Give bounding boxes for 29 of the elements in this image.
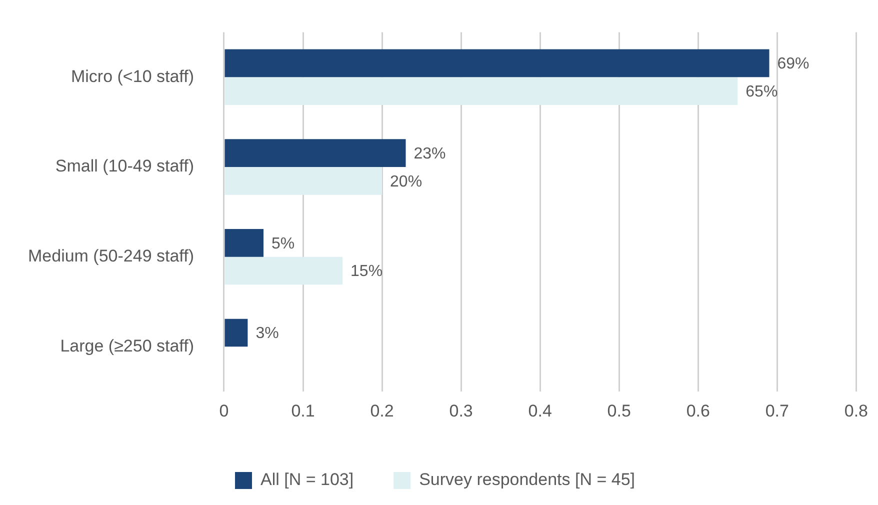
- legend-label: Survey respondents [N = 45]: [419, 470, 636, 490]
- data-label: 23%: [414, 145, 446, 162]
- data-label: 20%: [390, 173, 422, 190]
- bar: [224, 77, 738, 105]
- y-tick-label: Medium (50-249 staff): [28, 246, 194, 266]
- x-tick-label: 0: [219, 401, 229, 420]
- x-tick-label: 0.1: [291, 401, 315, 420]
- data-label: 15%: [350, 263, 383, 280]
- x-tick-label: 0.3: [449, 401, 473, 420]
- x-tick-label: 0.7: [765, 401, 789, 420]
- bar: [224, 49, 770, 78]
- y-tick-label: Micro (<10 staff): [71, 66, 194, 86]
- x-tick-label: 0.5: [607, 401, 631, 420]
- bar: [224, 256, 343, 285]
- data-label: 5%: [271, 235, 295, 252]
- data-label: 69%: [777, 56, 810, 73]
- x-tick-label: 0.2: [370, 401, 394, 420]
- x-tick-label: 0.8: [844, 401, 868, 420]
- bar: [224, 228, 264, 257]
- bar: [224, 166, 382, 195]
- y-tick-label: Small (10-49 staff): [55, 156, 194, 176]
- x-tick-label: 0.6: [686, 401, 710, 420]
- y-tick-label: Large (≥250 staff): [60, 336, 194, 356]
- bar: [224, 318, 248, 347]
- data-label: 65%: [746, 83, 778, 100]
- x-tick-label: 0.4: [528, 401, 552, 420]
- legend-label: All [N = 103]: [260, 470, 354, 490]
- bar: [224, 139, 406, 167]
- data-label: 3%: [256, 325, 279, 342]
